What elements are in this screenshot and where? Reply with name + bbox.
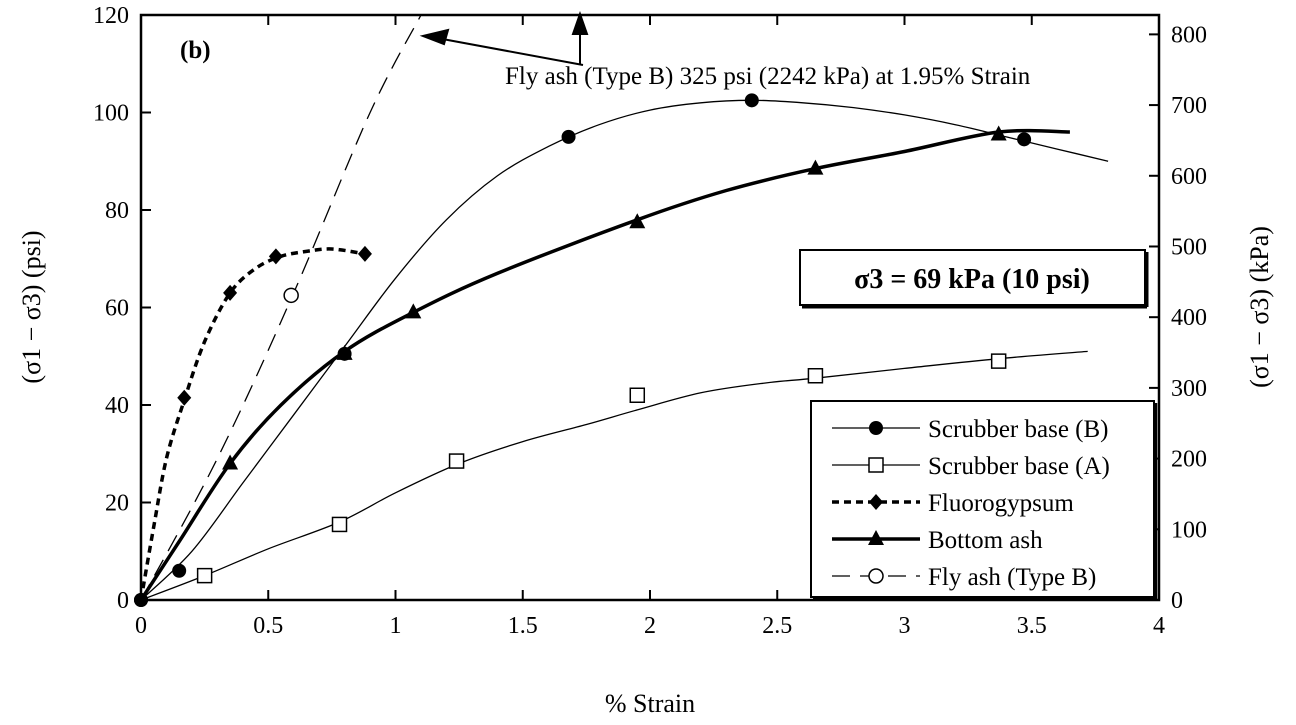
data-point-bottom-ash: [990, 125, 1007, 141]
data-point-scrubber-base-a: [629, 387, 646, 403]
data-point-bottom-ash: [405, 303, 422, 319]
y-tick-label: 120: [93, 3, 129, 29]
data-point-scrubber-base-a: [196, 567, 213, 584]
x-axis-label: % Strain: [605, 689, 695, 718]
y-right-tick-label: 300: [1171, 376, 1207, 402]
legend-marker-bottom-ash: [868, 530, 884, 545]
data-point-fluorogypsum: [268, 248, 283, 265]
legend-label-scrubber-base-a: Scrubber base (A): [928, 453, 1110, 480]
legend-marker-fluorogypsum: [869, 494, 883, 510]
x-tick-label: 3.5: [1017, 613, 1047, 639]
y-tick-label: 0: [117, 588, 129, 614]
data-point-scrubber-base-b: [1017, 132, 1032, 147]
data-point-scrubber-base-a: [990, 353, 1007, 369]
y-tick-label: 20: [105, 491, 129, 517]
legend-marker-scrubber-base-a: [868, 457, 884, 473]
data-point-scrubber-base-a: [331, 516, 348, 533]
data-point-origin: [134, 593, 148, 607]
series-line-scrubber-base-b: [141, 99, 1109, 600]
y-right-tick-label: 600: [1171, 164, 1207, 190]
y-right-tick-label: 200: [1171, 447, 1207, 473]
confining-pressure-label: σ3 = 69 kPa (10 psi): [854, 264, 1090, 295]
fly-ash-annotation: Fly ash (Type B) 325 psi (2242 kPa) at 1…: [505, 63, 1031, 90]
data-point-fluorogypsum: [357, 245, 372, 262]
legend-label-fly-ash-type-b: Fly ash (Type B): [928, 564, 1096, 591]
legend: Scrubber base (B) Scrubber base (A) Fluoro…: [810, 400, 1158, 601]
data-point-fly-ash-type-b: [283, 287, 299, 304]
data-point-scrubber-base-b: [561, 129, 576, 144]
x-tick-label: 2: [644, 613, 656, 639]
series-line-fluorogypsum: [141, 247, 366, 600]
x-tick-label: 4: [1153, 613, 1165, 639]
y-axis-right-label: (σ1 − σ3) (kPa): [1245, 226, 1274, 388]
data-point-bottom-ash: [807, 159, 824, 175]
legend-label-fluorogypsum: Fluorogypsum: [928, 490, 1074, 517]
y-tick-label: 100: [93, 101, 129, 127]
x-tick-label: 0.5: [253, 613, 283, 639]
x-tick-label: 3: [899, 613, 911, 639]
data-point-scrubber-base-b: [172, 563, 187, 578]
data-point-scrubber-base-a: [448, 453, 465, 469]
y-right-tick-label: 100: [1171, 517, 1207, 543]
x-tick-label: 0: [135, 613, 147, 639]
series-markers: [134, 93, 1032, 607]
data-point-bottom-ash: [629, 213, 646, 229]
annotation-arrows: [419, 10, 589, 66]
series-line-scrubber-base-a: [141, 350, 1088, 600]
y-axis-label: (σ1 − σ3) (psi): [17, 230, 46, 383]
y-right-tick-label: 400: [1171, 305, 1207, 331]
data-point-fluorogypsum: [223, 284, 238, 301]
axis-ticks: 0 0.5 1 1.5 2 2.5 3 3.5 402040608010012001002003…: [93, 3, 1207, 639]
y-tick-label: 40: [105, 393, 129, 419]
x-tick-label: 2.5: [762, 613, 792, 639]
y-tick-label: 80: [105, 198, 129, 224]
y-right-tick-label: 500: [1171, 234, 1207, 260]
data-point-scrubber-base-a: [807, 368, 824, 384]
legend-marker-scrubber-base-b: [869, 421, 883, 435]
x-tick-label: 1.5: [508, 613, 538, 639]
legend-label-scrubber-base-b: Scrubber base (B): [928, 416, 1109, 443]
x-tick-label: 1: [390, 613, 402, 639]
data-point-fluorogypsum: [177, 389, 192, 406]
data-point-bottom-ash: [336, 344, 353, 360]
legend-marker-fly-ash-type-b: [868, 568, 884, 584]
y-right-tick-label: 800: [1171, 22, 1207, 48]
data-point-scrubber-base-b: [744, 93, 759, 108]
data-point-bottom-ash: [222, 454, 239, 470]
y-tick-label: 60: [105, 296, 129, 322]
panel-label: (b): [180, 37, 211, 64]
y-right-tick-label: 700: [1171, 93, 1207, 119]
confining-pressure-box: σ3 = 69 kPa (10 psi): [799, 249, 1149, 309]
y-right-tick-label: 0: [1171, 588, 1183, 614]
series-line-fly-ash-type-b: [141, 15, 422, 600]
legend-label-bottom-ash: Bottom ash: [928, 527, 1043, 554]
